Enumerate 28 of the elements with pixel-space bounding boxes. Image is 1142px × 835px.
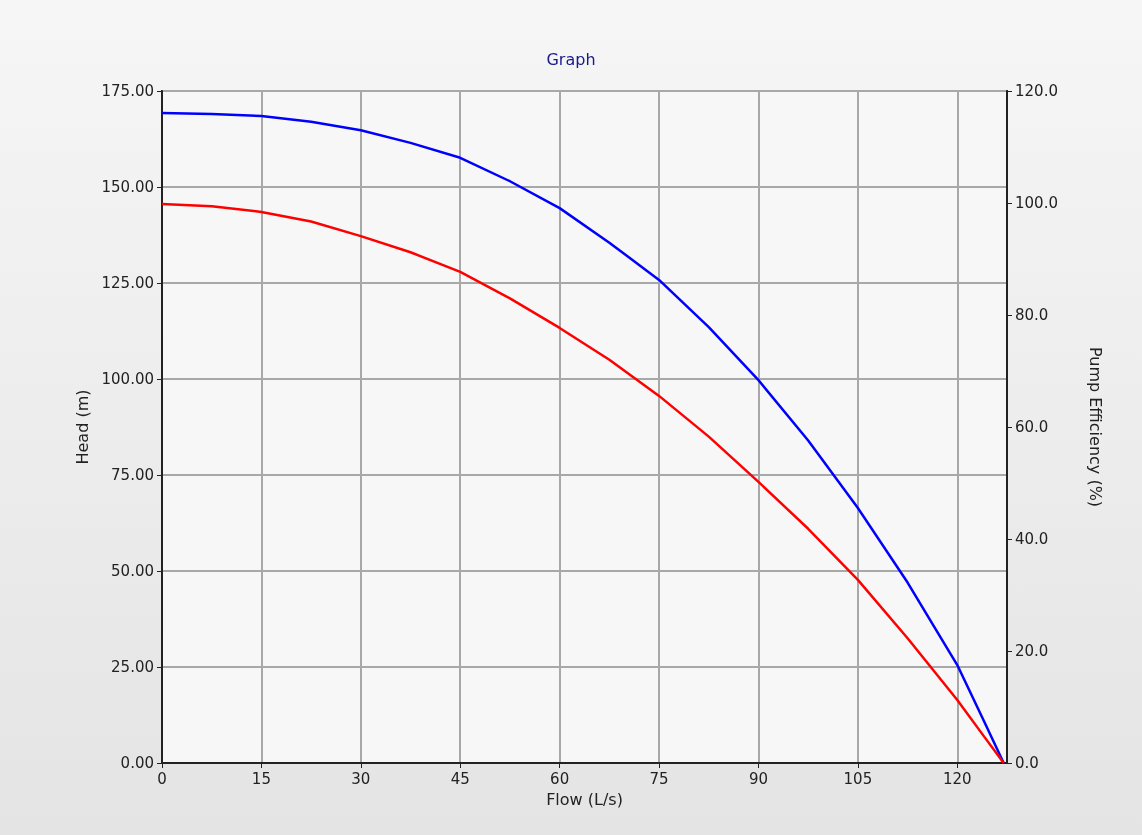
- y-tick-label: 50.00: [111, 562, 154, 580]
- y-tick-label: 0.00: [120, 754, 154, 772]
- x-tick-label: 0: [157, 769, 167, 788]
- x-tick-label: 120: [942, 769, 972, 788]
- y-tick-label: 75.00: [111, 466, 154, 484]
- x-tick-label: 15: [251, 769, 271, 788]
- x-tick-label: 75: [649, 769, 669, 788]
- x-tick-label: 30: [351, 769, 371, 788]
- x-tick-label: 90: [748, 769, 769, 788]
- y2-tick-label: 0.0: [1015, 754, 1039, 772]
- y-tick-label: 175.00: [101, 82, 154, 100]
- y-tick-label: 150.00: [101, 178, 154, 196]
- chart-title: Graph: [546, 49, 596, 69]
- y2-tick-label: 100.0: [1015, 194, 1058, 212]
- y2-tick-label: 80.0: [1015, 306, 1049, 324]
- x-tick-label: 45: [450, 769, 470, 788]
- y-tick-label: 125.00: [101, 274, 154, 292]
- y-axis-title: Head (m): [73, 389, 93, 465]
- x-tick-label: 105: [843, 769, 873, 788]
- y2-tick-label: 20.0: [1015, 642, 1049, 660]
- y-tick-label: 25.00: [111, 658, 154, 676]
- x-axis-title: Flow (L/s): [546, 789, 623, 809]
- y-tick-label: 100.00: [101, 370, 154, 388]
- y2-tick-label: 40.0: [1015, 530, 1049, 548]
- x-tick-label: 60: [550, 769, 570, 788]
- y2-tick-label: 60.0: [1015, 418, 1049, 436]
- y2-tick-label: 120.0: [1015, 82, 1058, 100]
- y2-axis-title: Pump Efficiency (%): [1085, 346, 1105, 508]
